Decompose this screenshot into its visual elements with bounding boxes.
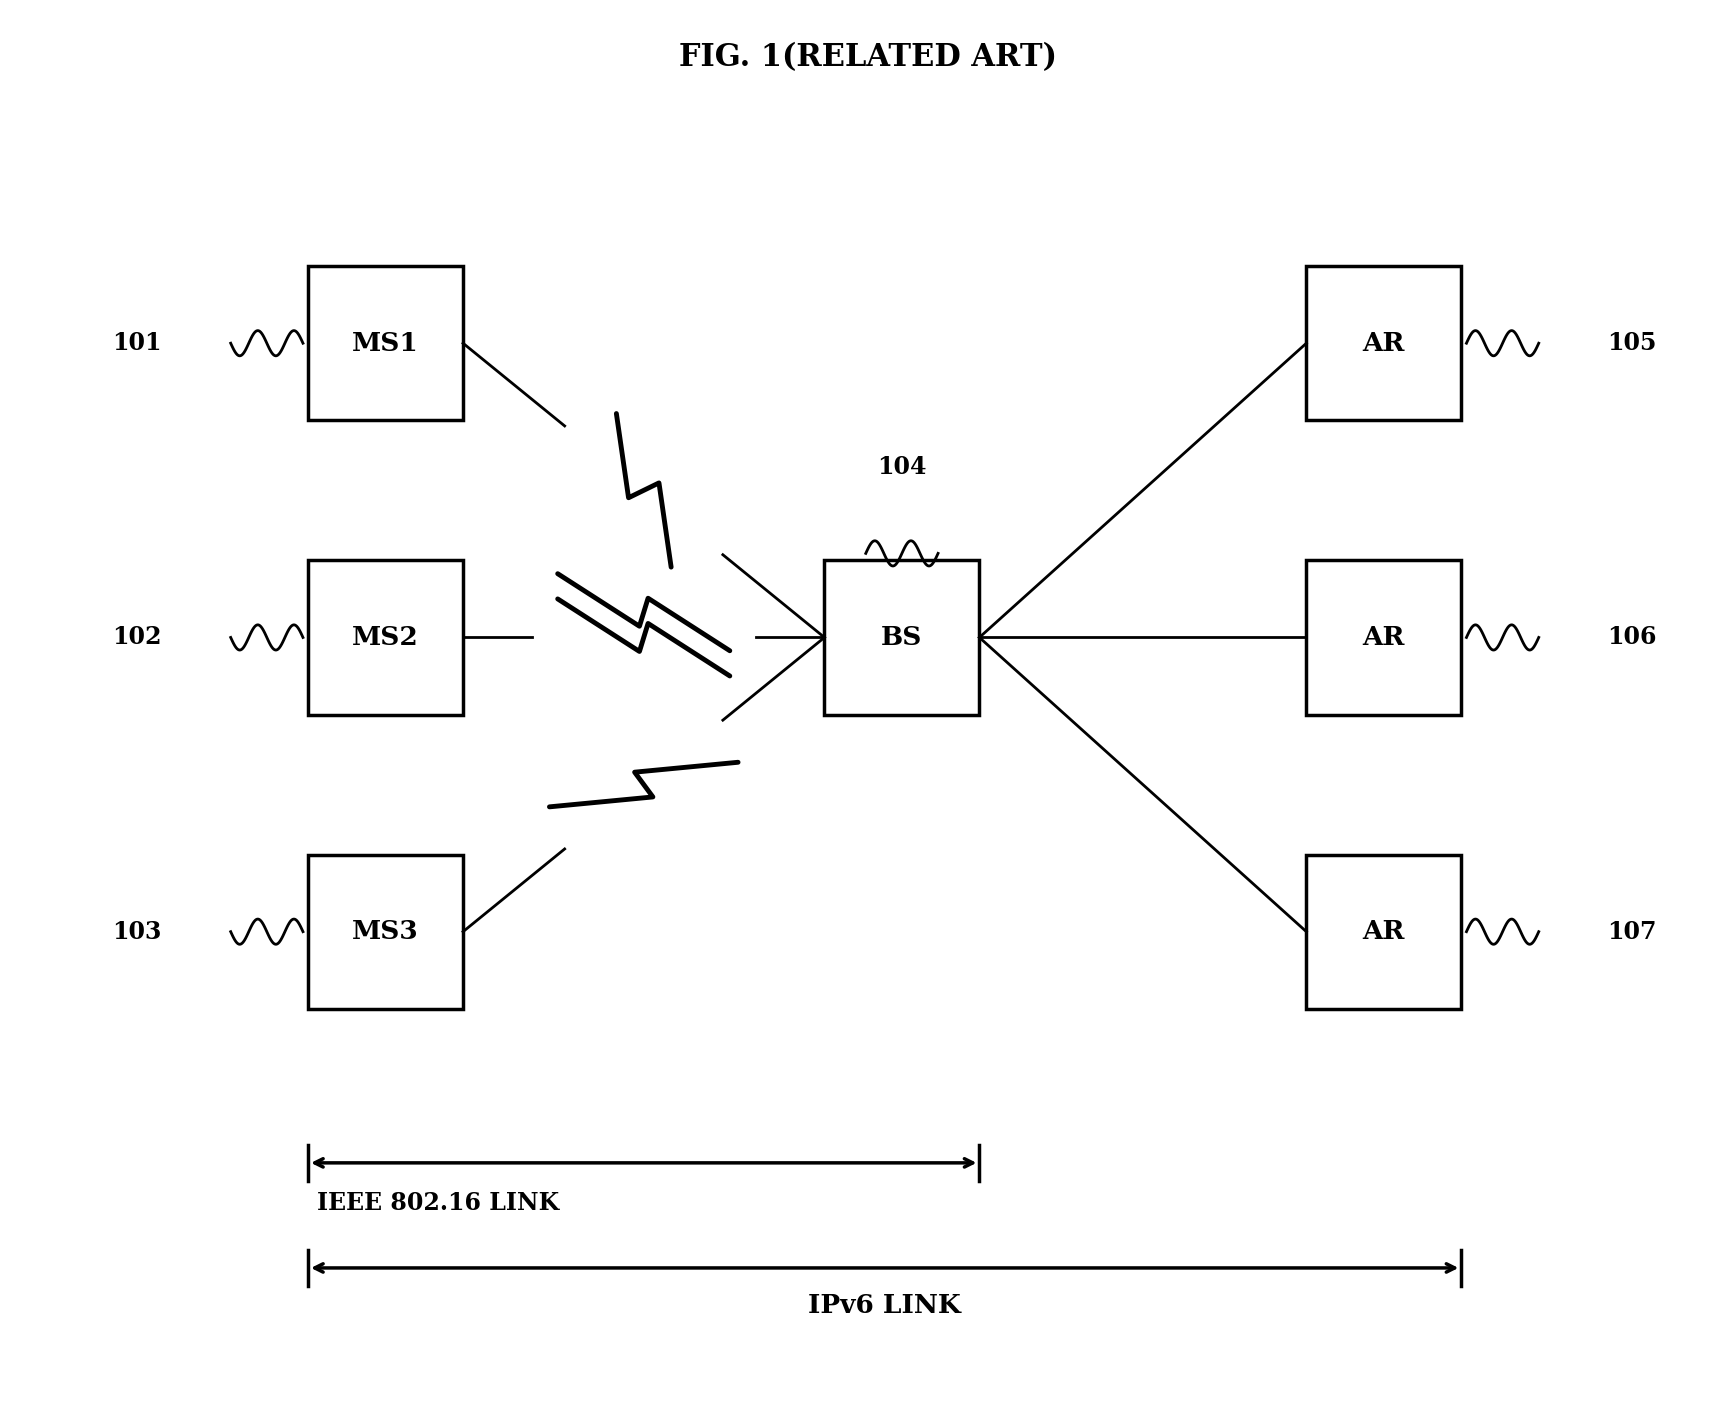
- FancyBboxPatch shape: [309, 266, 463, 420]
- FancyBboxPatch shape: [1306, 560, 1461, 715]
- Text: 102: 102: [113, 625, 161, 649]
- Text: IEEE 802.16 LINK: IEEE 802.16 LINK: [318, 1191, 559, 1215]
- Text: 103: 103: [113, 920, 161, 944]
- Text: 101: 101: [113, 331, 161, 355]
- Text: AR: AR: [1362, 625, 1405, 649]
- Text: MS1: MS1: [352, 331, 418, 355]
- FancyBboxPatch shape: [309, 560, 463, 715]
- Text: 106: 106: [1608, 625, 1657, 649]
- Text: AR: AR: [1362, 331, 1405, 355]
- Text: 105: 105: [1608, 331, 1657, 355]
- Text: BS: BS: [881, 625, 923, 649]
- FancyBboxPatch shape: [1306, 266, 1461, 420]
- Text: MS2: MS2: [352, 625, 418, 649]
- Text: 104: 104: [878, 456, 926, 480]
- FancyBboxPatch shape: [1306, 855, 1461, 1009]
- Text: MS3: MS3: [352, 920, 418, 944]
- Text: FIG. 1(RELATED ART): FIG. 1(RELATED ART): [678, 42, 1057, 74]
- Text: IPv6 LINK: IPv6 LINK: [809, 1293, 961, 1319]
- Text: 107: 107: [1608, 920, 1657, 944]
- FancyBboxPatch shape: [824, 560, 979, 715]
- Text: AR: AR: [1362, 920, 1405, 944]
- FancyBboxPatch shape: [309, 855, 463, 1009]
